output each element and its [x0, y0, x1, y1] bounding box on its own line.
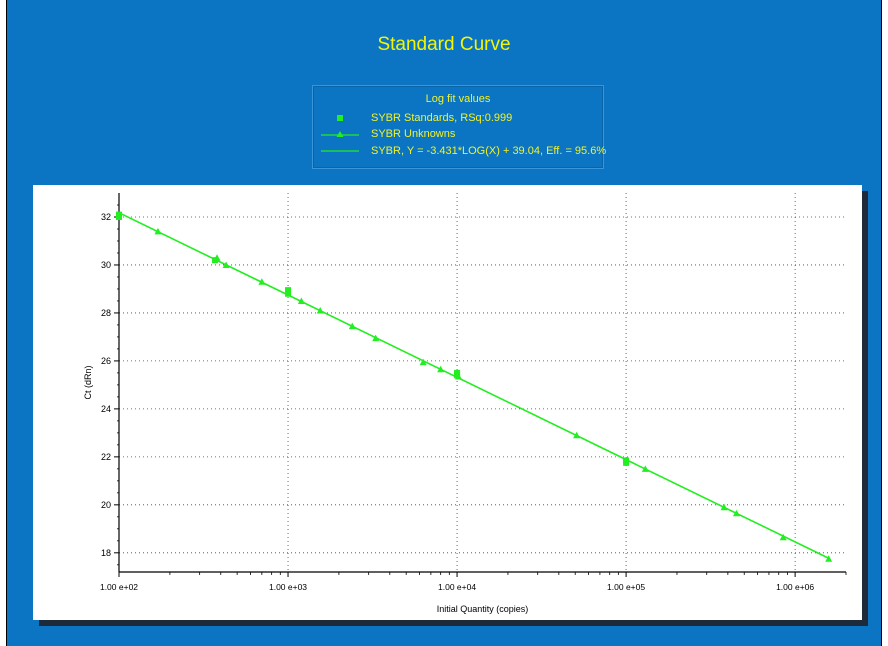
legend-label-standards: SYBR Standards, RSq:0.999 [371, 112, 513, 124]
legend-label-unknowns: SYBR Unknowns [371, 128, 456, 140]
unknown-point [316, 307, 324, 314]
fit-line [118, 211, 830, 559]
unknown-point [419, 358, 427, 366]
chart-title: Standard Curve [377, 34, 511, 55]
unknown-point [455, 373, 463, 380]
y-tick-label: 18 [101, 548, 111, 558]
unknown-point [720, 503, 728, 511]
unknown-point [437, 365, 445, 373]
y-tick-label: 28 [101, 308, 111, 318]
standard-point [454, 372, 461, 379]
standard-point [623, 459, 630, 466]
unknown-point [825, 555, 833, 562]
plot-panel: 18 20 22 24 26 28 30 32 1.00 e+02 1.00 e+03 1.00 e… [33, 185, 862, 620]
unknown-point [779, 533, 787, 541]
square-marker-icon [337, 115, 343, 121]
y-tick-label: 26 [101, 356, 111, 366]
unknown-point [348, 322, 356, 330]
y-tick-label: 24 [101, 404, 111, 414]
legend-label-fit: SYBR, Y = -3.431*LOG(X) + 39.04, Eff. = … [371, 145, 607, 157]
x-tick-label: 1.00 e+02 [100, 582, 138, 592]
x-tick-label: 1.00 e+04 [438, 582, 476, 592]
legend-title: Log fit values [425, 93, 491, 105]
y-tick-label: 30 [101, 260, 111, 270]
x-axis-label: Initial Quantity (copies) [437, 604, 529, 614]
y-tick-label: 20 [101, 500, 111, 510]
unknown-point [573, 431, 581, 439]
x-tick-label: 1.00 e+05 [607, 582, 645, 592]
x-tick-label: 1.00 e+03 [269, 582, 307, 592]
unknown-point [297, 297, 305, 304]
unknown-point [154, 227, 162, 235]
y-axis-label: Ct (dRn) [83, 365, 93, 399]
unknown-point [641, 465, 649, 472]
standard-point [285, 290, 292, 297]
standard-point [116, 213, 122, 220]
legend-entry-standards: SYBR Standards, RSq:0.999 [313, 111, 603, 125]
unknown-point [732, 509, 740, 517]
y-tick-label: 22 [101, 452, 111, 462]
y-tick-label: 32 [101, 212, 111, 222]
line-icon [321, 150, 359, 152]
legend-box: Log fit values SYBR Standards, RSq:0.999… [312, 85, 607, 169]
standard-point [285, 287, 292, 294]
triangle-line-icon [321, 131, 359, 137]
chart-plot: 18 20 22 24 26 28 30 32 1.00 e+02 1.00 e+03 1.00 e… [83, 193, 847, 614]
unknown-point [222, 261, 230, 268]
legend-entry-fit: SYBR, Y = -3.431*LOG(X) + 39.04, Eff. = … [313, 144, 607, 158]
legend-entry-unknowns: SYBR Unknowns [313, 127, 603, 141]
unknown-point [213, 254, 221, 261]
unknown-point [372, 334, 380, 342]
x-tick-label: 1.00 e+06 [776, 582, 814, 592]
unknown-point [258, 278, 266, 285]
